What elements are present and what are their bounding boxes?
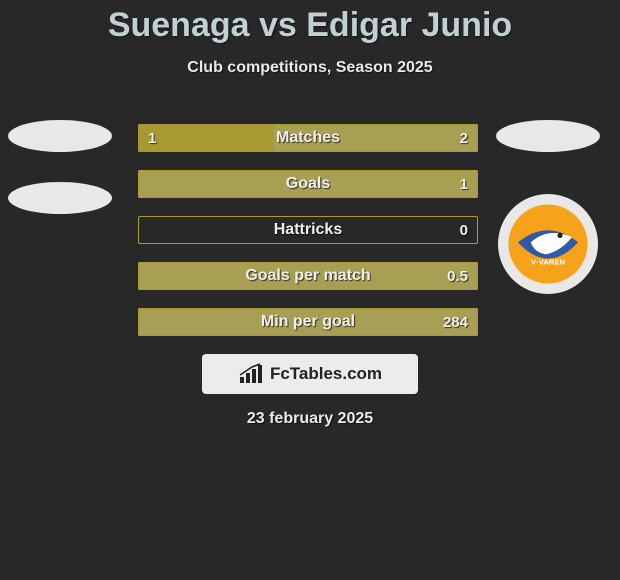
- stat-row: Hattricks 0: [138, 216, 478, 244]
- player-photo-placeholder: [496, 120, 600, 152]
- stat-label: Goals: [138, 175, 478, 193]
- stat-row: Goals per match 0.5: [138, 262, 478, 290]
- team-logo: V·VAREN: [498, 194, 598, 294]
- stat-right-value: 1: [460, 176, 468, 193]
- player-photo-placeholder: [8, 120, 112, 152]
- stat-right-value: 284: [443, 314, 468, 331]
- bar-chart-icon: [238, 363, 264, 385]
- svg-text:V·VAREN: V·VAREN: [531, 258, 566, 267]
- stat-row: 1 Matches 2: [138, 124, 478, 152]
- page-subtitle: Club competitions, Season 2025: [0, 59, 620, 77]
- brand-text: FcTables.com: [270, 364, 382, 384]
- stat-right-value: 2: [460, 130, 468, 147]
- stat-right-value: 0: [460, 222, 468, 239]
- stat-label: Matches: [138, 129, 478, 147]
- stat-row: Goals 1: [138, 170, 478, 198]
- stat-label: Min per goal: [138, 313, 478, 331]
- stat-label: Hattricks: [138, 221, 478, 239]
- date-label: 23 february 2025: [0, 410, 620, 428]
- stat-label: Goals per match: [138, 267, 478, 285]
- left-player-badges: [8, 120, 112, 214]
- team-logo-placeholder: [8, 182, 112, 214]
- right-player-badges: V·VAREN: [496, 120, 600, 294]
- brand-watermark: FcTables.com: [202, 354, 418, 394]
- comparison-bars: 1 Matches 2 Goals 1 Hattricks 0 Goals pe…: [138, 124, 478, 336]
- page-title: Suenaga vs Edigar Junio: [0, 0, 620, 45]
- stat-right-value: 0.5: [447, 268, 468, 285]
- vvaren-logo-icon: V·VAREN: [505, 201, 591, 287]
- stat-row: Min per goal 284: [138, 308, 478, 336]
